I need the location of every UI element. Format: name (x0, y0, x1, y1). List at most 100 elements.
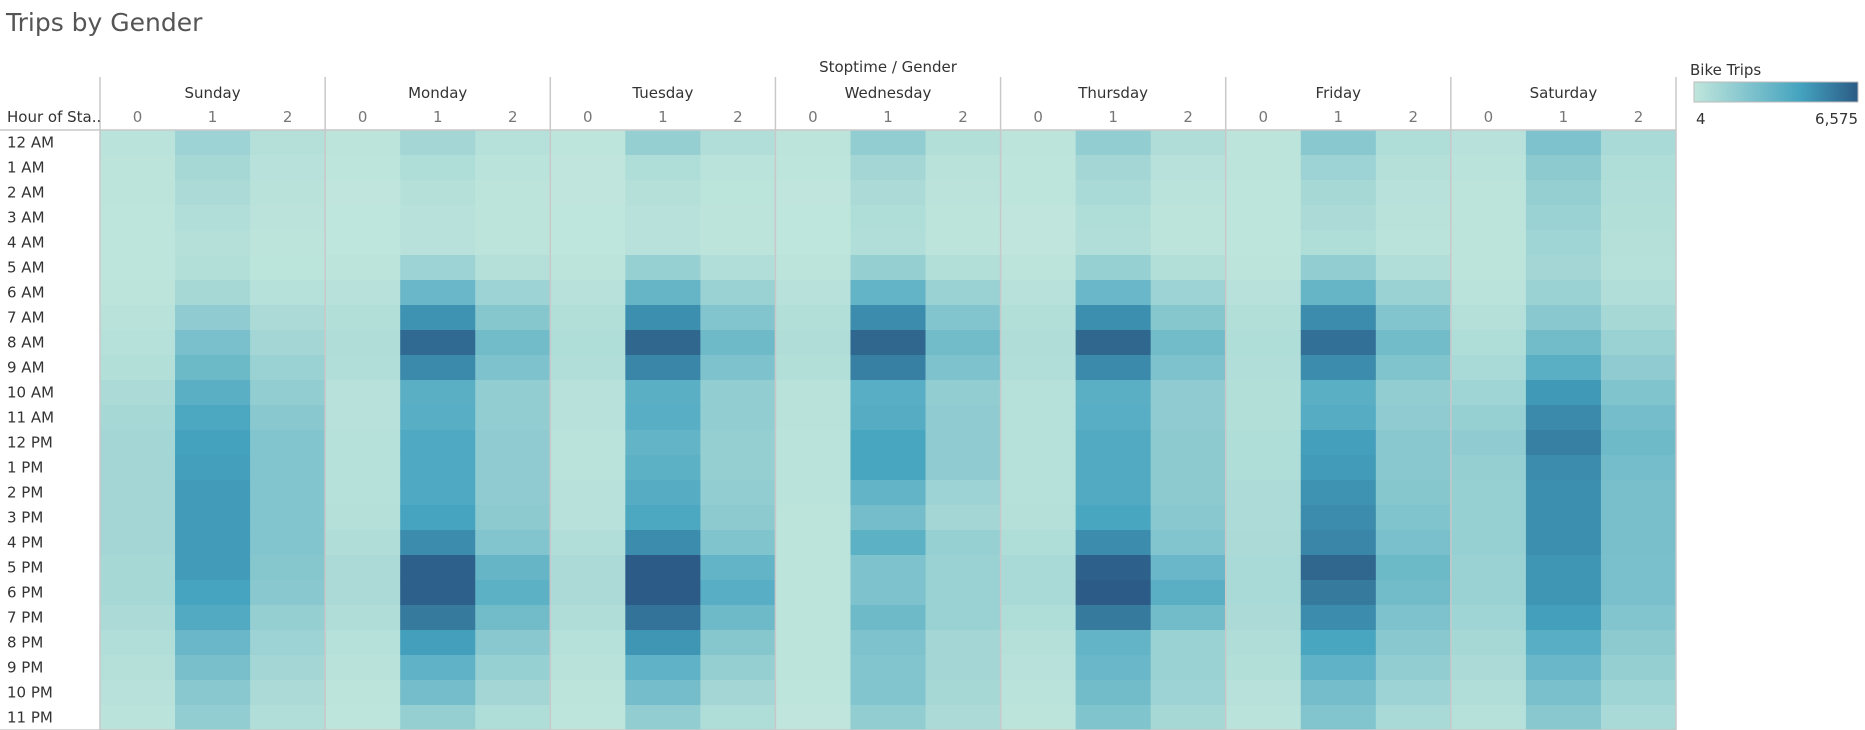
heatmap-cell (250, 305, 326, 331)
heatmap-cell (1150, 205, 1227, 231)
heatmap-cell (100, 130, 176, 156)
heatmap-cell (550, 305, 626, 331)
heatmap-cell (700, 455, 776, 481)
hour-label: 6 PM (7, 584, 43, 602)
heatmap-cell (250, 205, 326, 231)
heatmap-cell (475, 580, 551, 606)
hour-label: 10 PM (7, 684, 53, 702)
heatmap-cell (250, 355, 326, 381)
heatmap-cell (625, 180, 701, 206)
gender-tick-label: 2 (958, 108, 968, 126)
heatmap-cell (475, 280, 551, 306)
heatmap-cell (1225, 655, 1302, 681)
heatmap-cell (625, 355, 701, 381)
heatmap-cell (850, 580, 927, 606)
heatmap-cell (1450, 330, 1527, 356)
gender-tick-label: 1 (658, 108, 668, 126)
heatmap-cell (1300, 530, 1377, 556)
legend-title: Bike Trips (1690, 61, 1761, 79)
heatmap-cell (175, 580, 251, 606)
heatmap-cell (250, 380, 326, 406)
heatmap-cell (400, 405, 476, 431)
heatmap-cell (550, 680, 626, 706)
heatmap-cell (550, 580, 626, 606)
heatmap-cell (775, 480, 851, 506)
heatmap-cell (775, 455, 851, 481)
heatmap-cell (1075, 180, 1152, 206)
heatmap-cell (1150, 355, 1227, 381)
heatmap-cell (1450, 630, 1527, 656)
heatmap-cell (1525, 380, 1602, 406)
heatmap-cell (925, 555, 1002, 581)
heatmap-cell (175, 130, 251, 156)
heatmap-cell (325, 380, 401, 406)
heatmap-cell (1150, 130, 1227, 156)
heatmap-cell (550, 655, 626, 681)
heatmap-cell (475, 130, 551, 156)
heatmap-cell (1525, 430, 1602, 456)
heatmap-cell (1525, 480, 1602, 506)
heatmap-cell (1300, 705, 1377, 730)
heatmap-cell (550, 480, 626, 506)
heatmap-cell (1525, 705, 1602, 730)
heatmap-cell (1225, 555, 1302, 581)
heatmap-cell (1375, 130, 1452, 156)
heatmap-cell (1000, 130, 1077, 156)
heatmap-cell (175, 455, 251, 481)
heatmap-cell (175, 305, 251, 331)
heatmap-cell (175, 155, 251, 181)
heatmap-cell (400, 705, 476, 730)
heatmap-cell (700, 380, 776, 406)
heatmap-cell (250, 255, 326, 281)
heatmap-cell (1000, 155, 1077, 181)
hour-label: 8 AM (7, 334, 45, 352)
row-header-label: Hour of Sta.. (7, 108, 101, 126)
heatmap-cell (1375, 330, 1452, 356)
gender-tick-label: 1 (883, 108, 893, 126)
heatmap-cell (1525, 405, 1602, 431)
heatmap-cell (700, 355, 776, 381)
heatmap-cell (250, 580, 326, 606)
heatmap-cell (1075, 405, 1152, 431)
heatmap-cell (1525, 130, 1602, 156)
heatmap-cell (250, 605, 326, 631)
heatmap-cell (1300, 655, 1377, 681)
gender-tick-label: 0 (1258, 108, 1268, 126)
hour-label: 4 PM (7, 534, 43, 552)
gender-tick-label: 2 (1634, 108, 1644, 126)
heatmap-cell (1525, 255, 1602, 281)
heatmap-cell (400, 480, 476, 506)
heatmap-cell (1225, 480, 1302, 506)
heatmap-cell (1300, 405, 1377, 431)
heatmap-cell (1450, 555, 1527, 581)
heatmap-cell (1000, 205, 1077, 231)
heatmap-cell (1600, 280, 1677, 306)
hour-label: 9 AM (7, 359, 45, 377)
heatmap-cell (1000, 455, 1077, 481)
heatmap-cell (1450, 280, 1527, 306)
heatmap-cell (1525, 230, 1602, 256)
heatmap-cell (250, 680, 326, 706)
heatmap-cell (1300, 205, 1377, 231)
heatmap-cell (775, 130, 851, 156)
heatmap-cell (400, 255, 476, 281)
heatmap-cell (1525, 580, 1602, 606)
heatmap-cell (925, 580, 1002, 606)
heatmap-cell (1375, 705, 1452, 730)
heatmap-cell (700, 155, 776, 181)
heatmap-cell (175, 355, 251, 381)
hour-label: 7 PM (7, 609, 43, 627)
heatmap-cell (625, 230, 701, 256)
heatmap-cell (325, 155, 401, 181)
heatmap-cell (700, 280, 776, 306)
heatmap-cell (175, 430, 251, 456)
gender-tick-label: 2 (283, 108, 293, 126)
heatmap-cell (850, 555, 927, 581)
heatmap-cell (775, 155, 851, 181)
heatmap-cell (700, 430, 776, 456)
heatmap-cell (250, 130, 326, 156)
legend-color-ramp (1693, 81, 1859, 103)
heatmap-cell (1150, 230, 1227, 256)
heatmap-cell (100, 430, 176, 456)
heatmap-cell (1150, 605, 1227, 631)
